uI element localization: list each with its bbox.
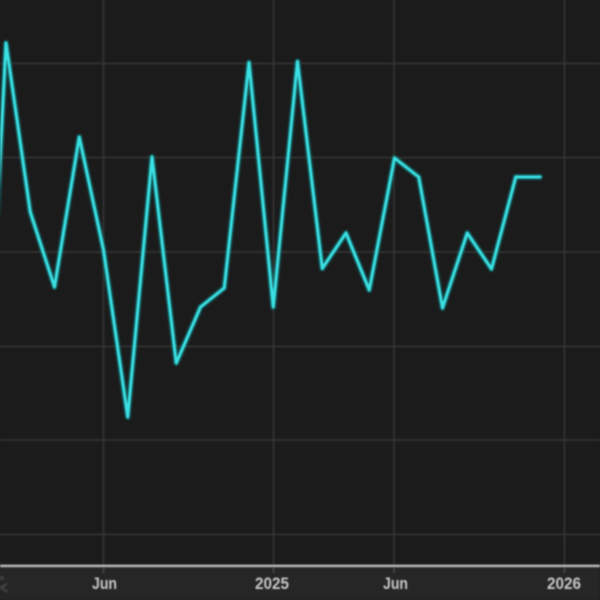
svg-text:Jun: Jun [92, 575, 117, 593]
svg-text:Jun: Jun [383, 575, 408, 593]
svg-text:2026: 2026 [547, 575, 581, 593]
svg-text:2025: 2025 [255, 575, 289, 593]
